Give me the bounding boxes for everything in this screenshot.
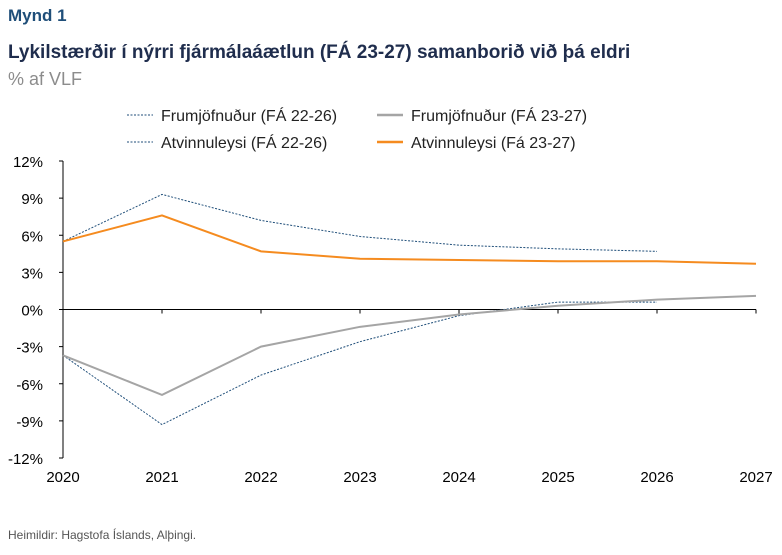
series-line-3	[62, 193, 658, 252]
legend-label: Frumjöfnuður (FÁ 23-27)	[411, 106, 587, 125]
chart-title: Lykilstærðir í nýrri fjármálaáætlun (FÁ …	[8, 42, 631, 63]
source-note: Heimildir: Hagstofa Íslands, Alþingi.	[8, 528, 197, 542]
x-tick-label: 2020	[46, 469, 79, 486]
y-tick-label: 12%	[13, 154, 43, 171]
x-tick-label: 2027	[739, 469, 772, 486]
x-tick-label: 2022	[244, 469, 277, 486]
x-tick-label: 2021	[145, 469, 178, 486]
y-tick-label: -3%	[16, 340, 43, 357]
x-tick-label: 2023	[343, 469, 376, 486]
figure-label: Mynd 1	[8, 6, 67, 25]
legend-label: Frumjöfnuður (FÁ 22-26)	[161, 106, 337, 125]
series-line-4	[62, 214, 757, 265]
y-tick-label: 9%	[21, 191, 43, 208]
y-tick-label: -6%	[16, 377, 43, 394]
y-tick-label: -12%	[8, 451, 43, 468]
legend-label: Atvinnuleysi (Fá 23-27)	[411, 135, 576, 152]
x-tick-label: 2024	[442, 469, 475, 486]
x-tick-label: 2025	[541, 469, 574, 486]
series-line-1	[62, 301, 657, 426]
y-tick-label: 3%	[21, 265, 43, 282]
chart-subtitle: % af VLF	[8, 69, 83, 89]
y-tick-label: 0%	[21, 303, 43, 320]
y-tick-label: 6%	[21, 228, 43, 245]
series-line-2	[62, 294, 757, 396]
y-tick-label: -9%	[16, 414, 43, 431]
x-tick-label: 2026	[640, 469, 673, 486]
legend-label: Atvinnuleysi (FÁ 22-26)	[161, 133, 327, 152]
